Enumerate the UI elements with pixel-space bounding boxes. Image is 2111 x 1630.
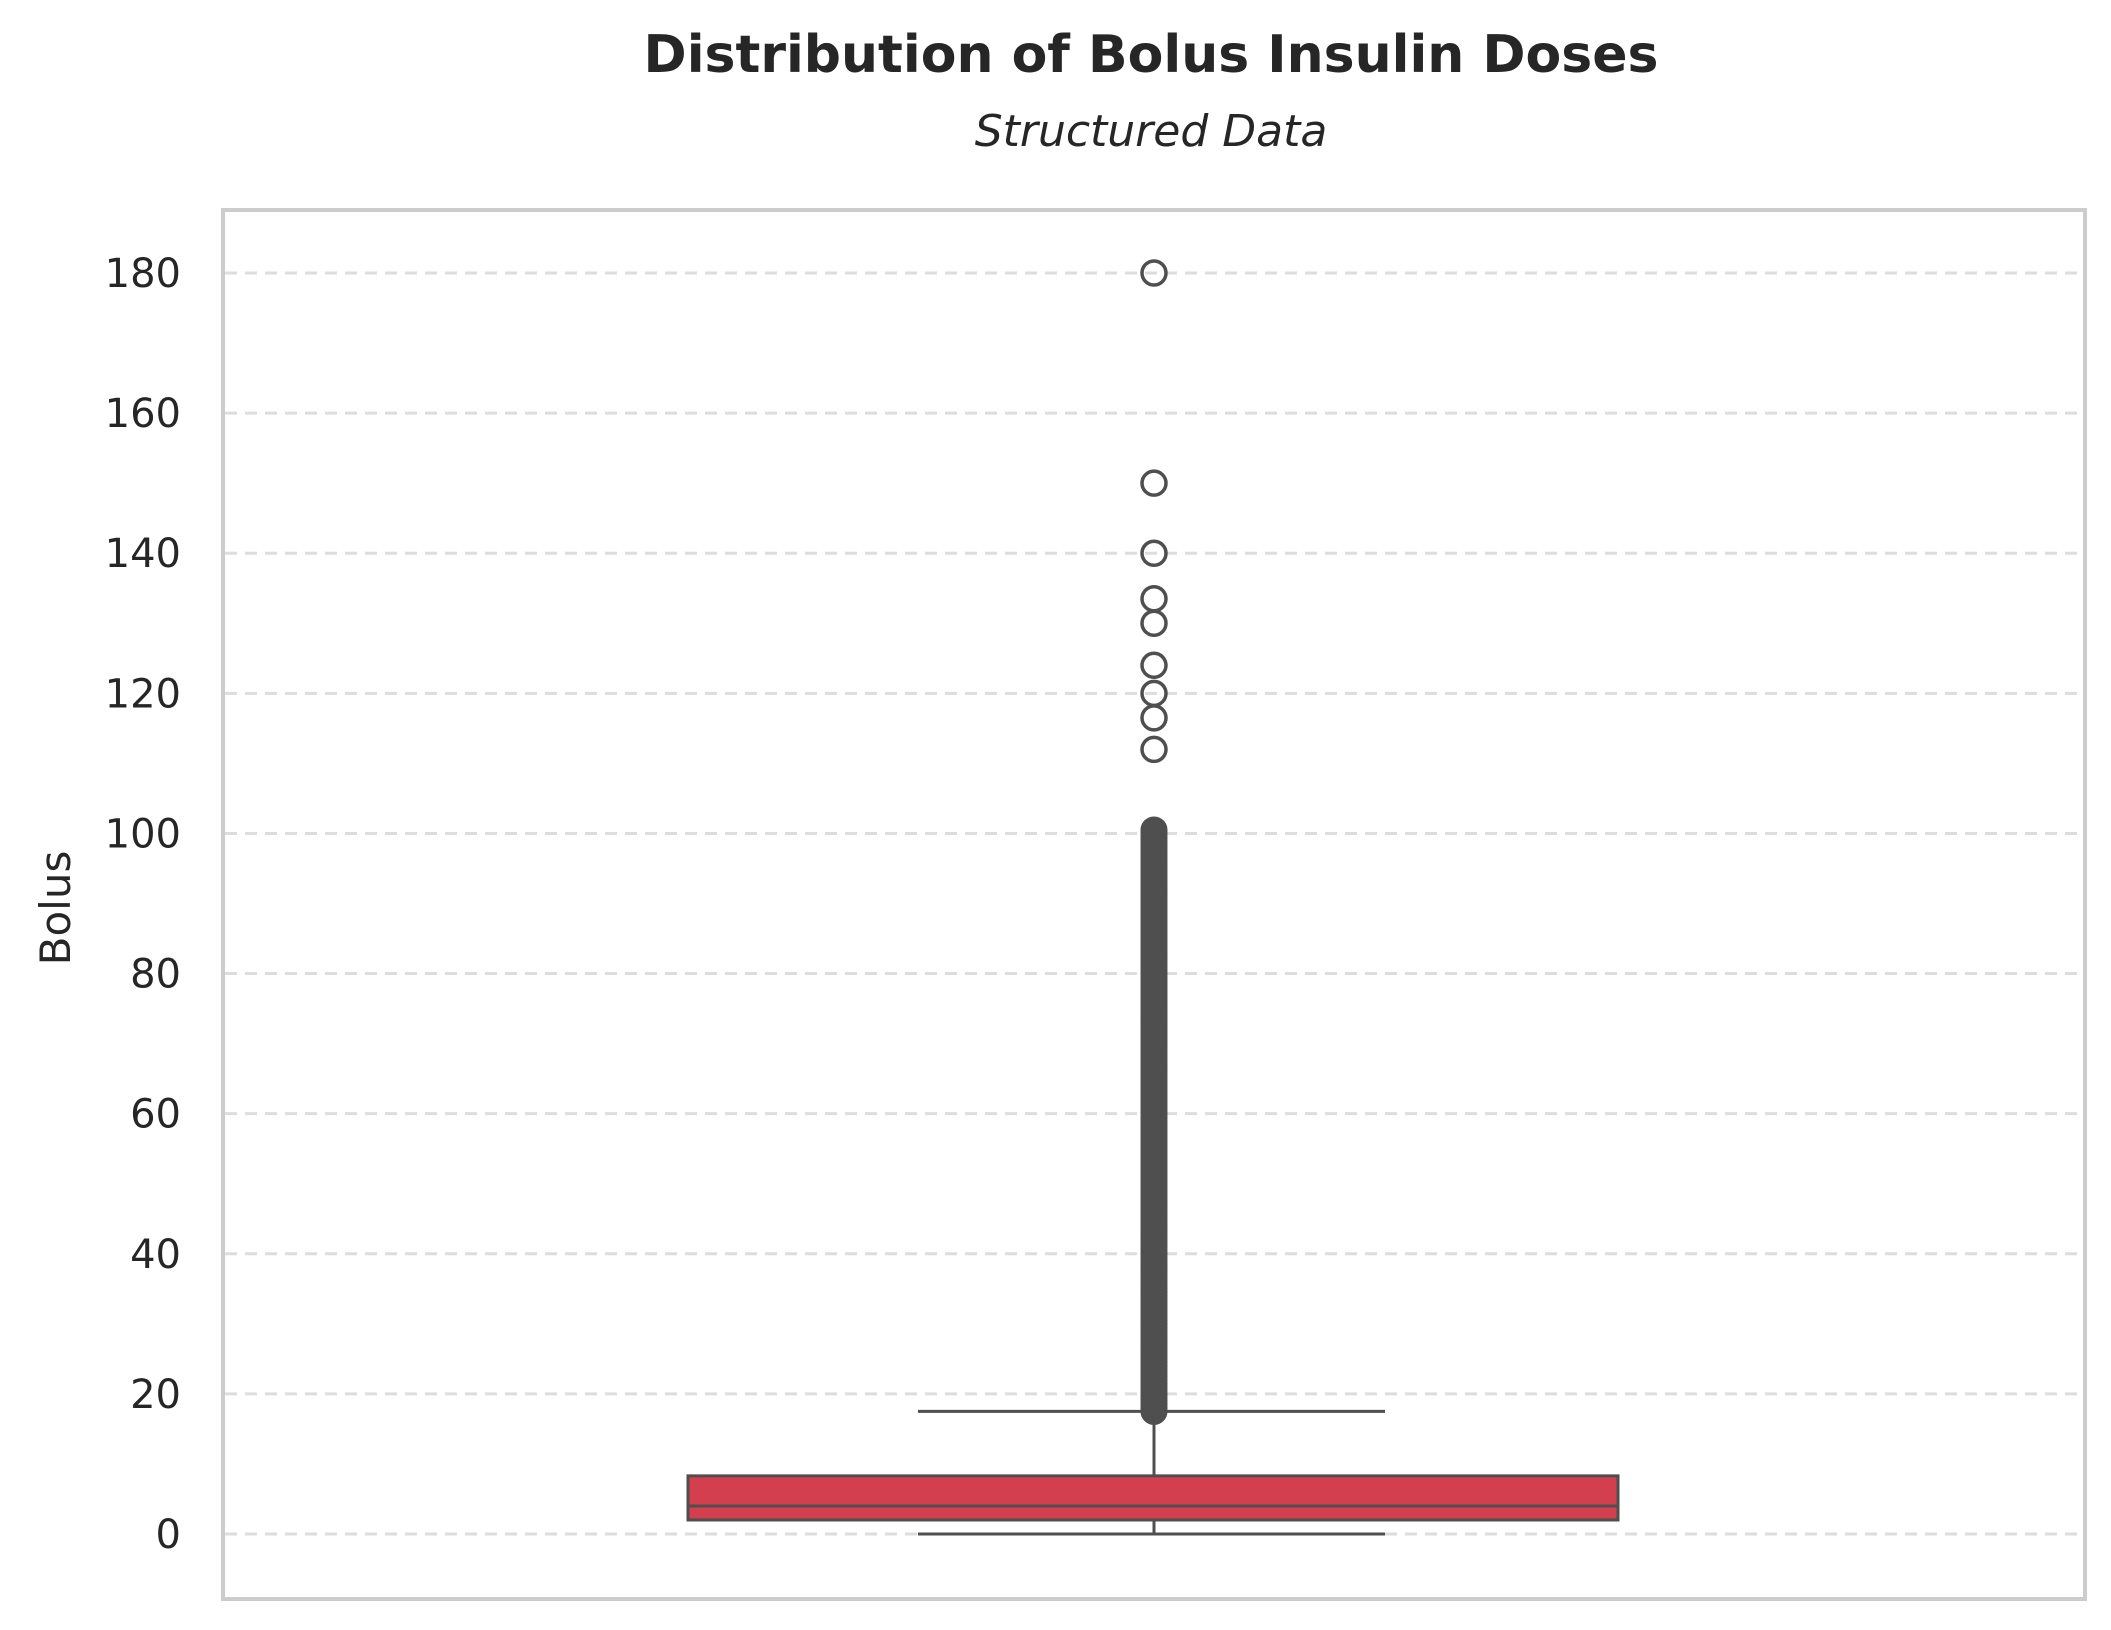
outlier-point xyxy=(1140,651,1168,680)
outlier-point xyxy=(1140,609,1168,638)
y-tick-label-160: 160 xyxy=(105,391,181,437)
iqr-box xyxy=(686,1474,1620,1522)
outlier-point xyxy=(1140,539,1168,567)
plot-frame xyxy=(221,208,2087,1601)
chart-subtitle: Structured Data xyxy=(975,106,1328,157)
box-group xyxy=(686,1409,1620,1536)
y-tick-label-140: 140 xyxy=(105,531,181,577)
outlier-point xyxy=(1140,469,1168,497)
outlier-point xyxy=(1140,816,1168,844)
y-tick-label-40: 40 xyxy=(130,1232,181,1278)
outlier-point xyxy=(1140,735,1168,764)
y-tick-label-0: 0 xyxy=(156,1512,181,1558)
outlier-point xyxy=(1140,704,1168,732)
y-tick-labels: 0 20 40 60 80 100 120 140 160 180 xyxy=(105,251,181,1558)
y-tick-label-100: 100 xyxy=(105,811,181,857)
y-axis-label: Bolus xyxy=(31,851,80,966)
outliers xyxy=(1140,259,1168,1425)
chart-title: Distribution of Bolus Insulin Doses xyxy=(644,25,1659,85)
y-tick-label-120: 120 xyxy=(105,671,181,717)
y-tick-label-20: 20 xyxy=(130,1372,181,1418)
outlier-point xyxy=(1140,259,1168,287)
outlier-point xyxy=(1140,585,1168,613)
y-tick-label-80: 80 xyxy=(130,952,181,998)
y-tick-label-60: 60 xyxy=(130,1092,181,1138)
y-tick-label-180: 180 xyxy=(105,251,181,297)
